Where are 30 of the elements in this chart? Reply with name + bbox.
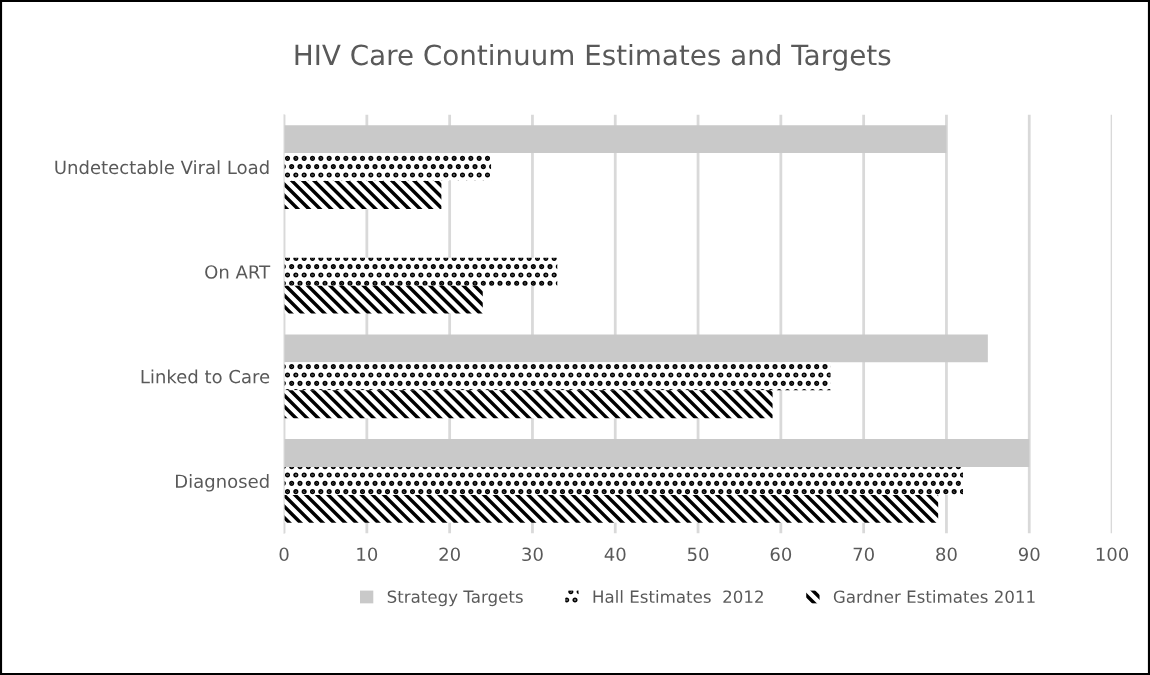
bar [284,494,939,523]
x-tick-label: 50 [687,547,709,562]
bar [284,439,1030,467]
bar [284,285,483,314]
x-tick-label: 30 [522,547,543,562]
bar [284,334,988,363]
x-tick-label: 70 [853,547,874,562]
x-tick-label: 100 [1096,547,1129,562]
x-tick-label: 0 [279,547,289,562]
chart-title: HIV Care Continuum Estimates and Targets [295,43,891,71]
legend-label: Hall Estimates 2012 [593,590,763,603]
x-tick-label: 60 [770,547,792,562]
bar [284,153,492,182]
legend-label: Gardner Estimates 2011 [833,590,1035,603]
x-tick-label: 20 [439,547,460,562]
x-tick-label: 40 [604,547,626,562]
x-tick-label: 80 [936,547,957,562]
y-tick-label: On ART [205,265,271,279]
y-tick-label: Linked to Care [141,369,270,384]
y-tick-label: Diagnosed [176,474,269,492]
x-tick-label: 90 [1018,547,1040,562]
bar [284,257,558,286]
legend-label: Strategy Targets [387,590,523,607]
bar [284,181,442,209]
bar [284,390,773,419]
bar [284,362,831,391]
bar [284,125,947,154]
x-tick-label: 10 [357,547,378,562]
bar [284,466,964,495]
y-tick-label: Undetectable Viral Load [55,160,269,175]
